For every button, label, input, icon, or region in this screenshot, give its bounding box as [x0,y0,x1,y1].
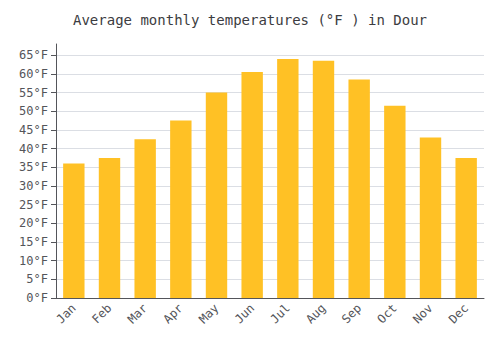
svg-text:15°F: 15°F [19,235,48,249]
svg-text:45°F: 45°F [19,123,48,137]
svg-text:35°F: 35°F [19,160,48,174]
svg-text:Aug: Aug [303,301,328,326]
svg-text:Dec: Dec [446,301,471,326]
svg-text:65°F: 65°F [19,48,48,62]
svg-text:Oct: Oct [375,301,400,326]
svg-text:55°F: 55°F [19,86,48,100]
svg-text:Jan: Jan [54,301,79,326]
svg-text:0°F: 0°F [26,291,48,305]
svg-text:Nov: Nov [410,301,435,326]
svg-text:5°F: 5°F [26,272,48,286]
svg-text:Apr: Apr [161,301,186,326]
svg-text:Sep: Sep [339,301,364,326]
svg-text:Jul: Jul [268,301,293,326]
svg-text:10°F: 10°F [19,254,48,268]
svg-text:50°F: 50°F [19,104,48,118]
svg-text:Jun: Jun [232,301,257,326]
svg-text:60°F: 60°F [19,67,48,81]
svg-text:Average monthly temperatures (: Average monthly temperatures (°F ) in Do… [73,12,427,28]
svg-text:May: May [196,301,221,326]
svg-text:30°F: 30°F [19,179,48,193]
svg-text:Mar: Mar [125,301,150,326]
svg-text:25°F: 25°F [19,198,48,212]
svg-text:40°F: 40°F [19,142,48,156]
svg-text:20°F: 20°F [19,216,48,230]
svg-text:Feb: Feb [89,301,114,326]
